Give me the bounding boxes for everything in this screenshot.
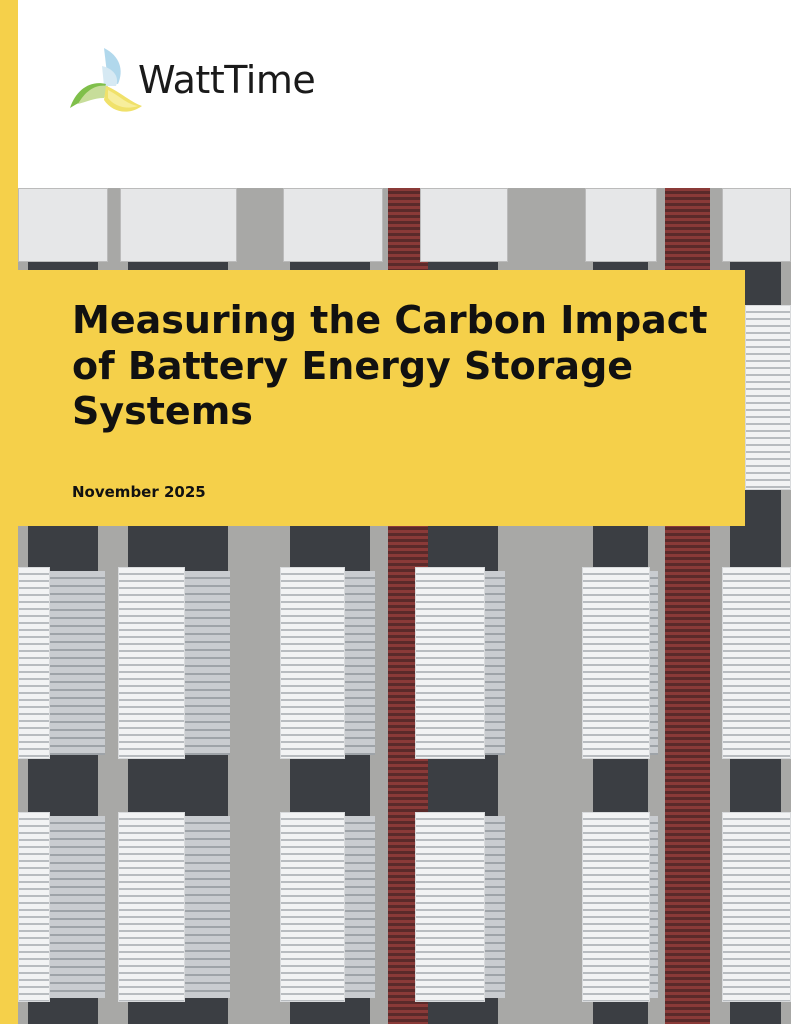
battery-container xyxy=(582,812,650,1002)
battery-container xyxy=(18,812,50,1002)
container-top xyxy=(722,188,791,262)
container-side xyxy=(345,816,375,998)
document-title: Measuring the Carbon Impact of Battery E… xyxy=(72,298,708,434)
container-side xyxy=(650,571,658,755)
title-band: Measuring the Carbon Impact of Battery E… xyxy=(18,270,745,526)
battery-container xyxy=(745,305,791,490)
battery-container xyxy=(722,567,791,759)
yellow-edge-stripe xyxy=(0,0,18,1024)
battery-container xyxy=(582,567,650,759)
container-top xyxy=(585,188,657,262)
logo-mark-icon xyxy=(70,48,142,112)
container-top xyxy=(420,188,508,262)
battery-container xyxy=(280,812,345,1002)
container-side xyxy=(50,816,105,998)
publication-date: November 2025 xyxy=(72,483,206,501)
battery-container xyxy=(118,567,185,759)
container-side xyxy=(650,816,658,998)
battery-container xyxy=(415,567,485,759)
battery-container xyxy=(415,812,485,1002)
logo-wordmark: WattTime xyxy=(138,58,316,102)
container-side xyxy=(485,816,505,998)
container-side xyxy=(185,571,230,755)
container-side xyxy=(345,571,375,755)
battery-container xyxy=(118,812,185,1002)
container-top xyxy=(283,188,383,262)
container-side xyxy=(185,816,230,998)
battery-container xyxy=(280,567,345,759)
container-top xyxy=(120,188,237,262)
container-side xyxy=(485,571,505,755)
container-side xyxy=(50,571,105,755)
battery-container xyxy=(18,567,50,759)
container-top xyxy=(18,188,108,262)
battery-container xyxy=(722,812,791,1002)
